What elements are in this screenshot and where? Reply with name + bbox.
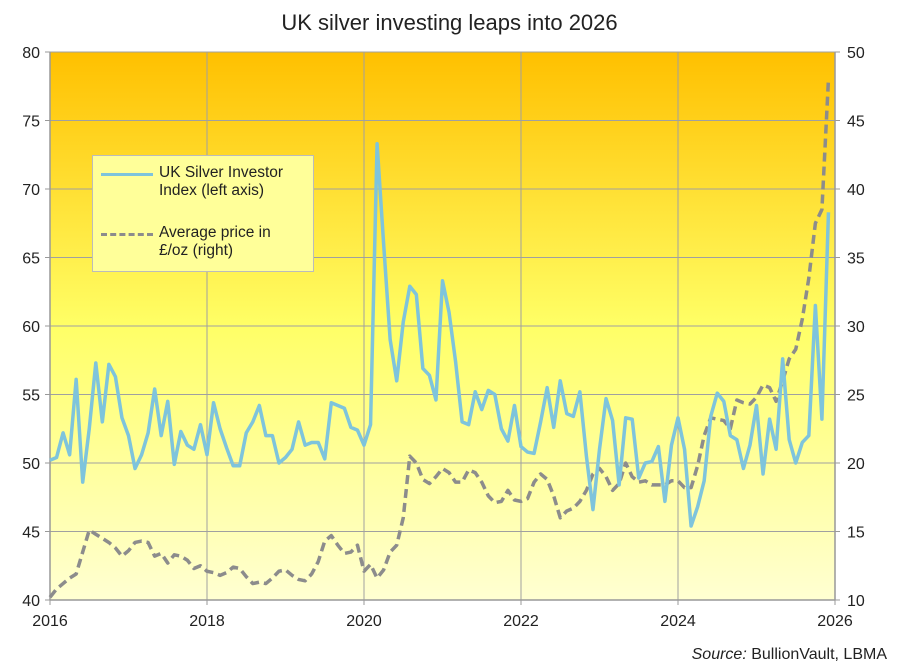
legend-swatch-solid (101, 173, 153, 176)
legend: UK Silver Investor Index (left axis) Aver… (92, 155, 314, 272)
chart-title: UK silver investing leaps into 2026 (281, 10, 618, 35)
source-text: BullionVault, LBMA (751, 646, 887, 663)
tick-label-left: 70 (22, 182, 40, 199)
legend-label: £/oz (right) (159, 242, 234, 259)
tick-label-right: 25 (847, 388, 865, 405)
source-note: Source: BullionVault, LBMA (692, 646, 887, 664)
legend-swatch-dashed (101, 233, 153, 236)
tick-label-left: 55 (22, 388, 40, 405)
tick-label-right: 50 (847, 45, 865, 62)
tick-label-x: 2022 (503, 613, 539, 630)
tick-label-right: 35 (847, 251, 865, 268)
legend-label: UK Silver Investor (159, 164, 284, 181)
tick-label-right: 10 (847, 593, 865, 610)
source-label: Source: (691, 646, 747, 663)
tick-label-right: 40 (847, 182, 865, 199)
tick-label-left: 60 (22, 319, 40, 336)
tick-label-x: 2026 (817, 613, 853, 630)
legend-item-index: UK Silver Investor Index (left axis) (101, 164, 283, 200)
legend-label: Average price in (159, 224, 271, 241)
tick-label-left: 50 (22, 456, 40, 473)
series-line-price (48, 79, 831, 599)
tick-label-left: 75 (22, 114, 40, 131)
tick-label-right: 20 (847, 456, 865, 473)
tick-label-x: 2024 (660, 613, 696, 630)
tick-label-x: 2018 (189, 613, 225, 630)
tick-label-left: 80 (22, 45, 40, 62)
tick-label-left: 45 (22, 525, 40, 542)
tick-label-right: 30 (847, 319, 865, 336)
tick-label-x: 2016 (32, 613, 68, 630)
tick-label-right: 15 (847, 525, 865, 542)
tick-label-right: 45 (847, 114, 865, 131)
tick-label-x: 2020 (346, 613, 382, 630)
legend-label: Index (left axis) (159, 182, 265, 199)
legend-item-price: Average price in £/oz (right) (101, 224, 271, 260)
tick-label-left: 40 (22, 593, 40, 610)
series-line-index (49, 142, 831, 528)
tick-label-left: 65 (22, 251, 40, 268)
